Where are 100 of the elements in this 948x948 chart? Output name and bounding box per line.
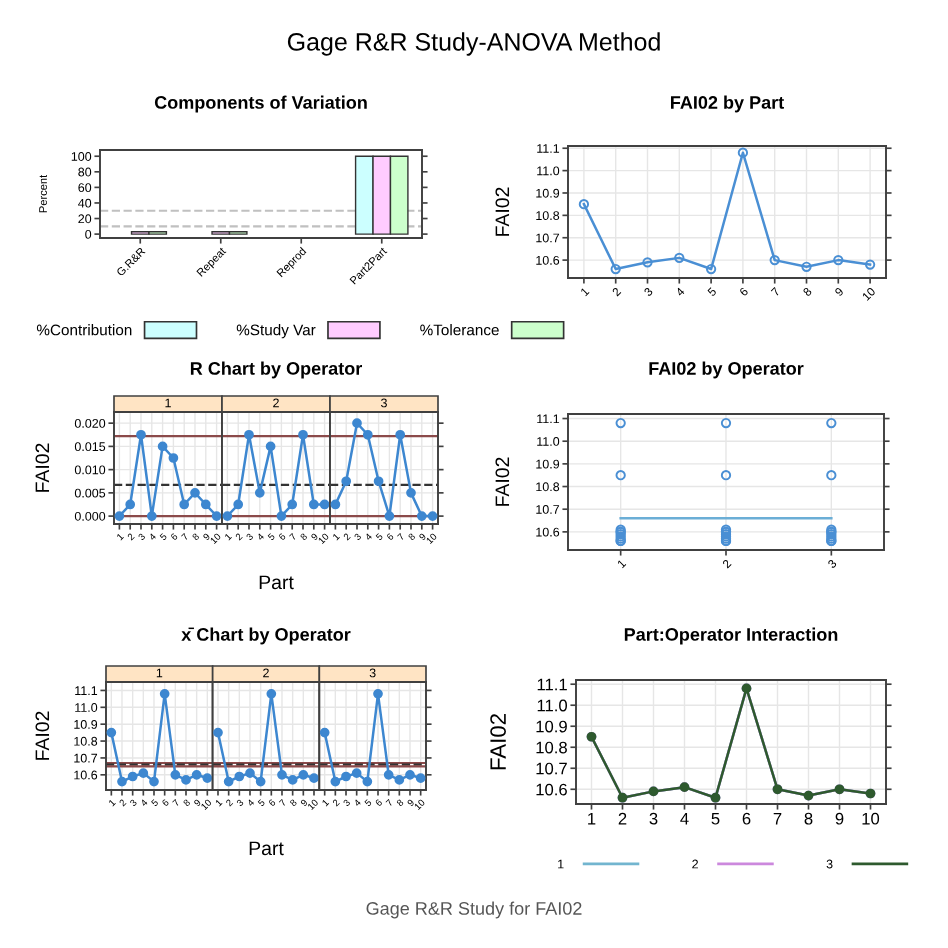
point (769, 254, 780, 266)
point (287, 775, 298, 785)
text: Gage R&R Study for FAI02 (366, 901, 582, 919)
point (276, 511, 287, 521)
point (833, 254, 844, 266)
point (384, 511, 395, 521)
point (610, 263, 621, 275)
point (864, 259, 876, 270)
point (125, 499, 136, 510)
point (245, 768, 255, 778)
point (114, 511, 125, 521)
chart-title: Part:Operator Interaction (624, 627, 838, 645)
point (737, 147, 749, 158)
point (642, 257, 653, 268)
point (117, 776, 127, 787)
x-tick-label: 3 (649, 812, 658, 825)
point (149, 776, 159, 787)
x-tick-label: 9 (835, 812, 844, 825)
y-axis-title: FAI02 (35, 711, 50, 760)
chart-title: Components of Variation (154, 95, 367, 113)
point (373, 688, 383, 699)
text: R Chart by Operator (190, 361, 363, 379)
point (202, 773, 213, 784)
point (157, 441, 168, 452)
point (168, 453, 179, 463)
y-axis-title: FAI02 (495, 187, 510, 236)
x-axis-title: Part (249, 841, 284, 856)
point (309, 773, 319, 784)
point (298, 429, 308, 440)
text: x̄ Chart by Operator (181, 627, 351, 645)
y-axis-title: FAI02 (490, 714, 506, 770)
y-tick-label: 11.1 (537, 678, 567, 691)
point (341, 771, 351, 782)
y-tick-label: 10.9 (536, 720, 567, 733)
point (352, 418, 362, 429)
point (244, 429, 254, 440)
point (146, 511, 157, 521)
text: Gage R&R Study-ANOVA Method (287, 32, 660, 56)
point (578, 199, 590, 210)
point (255, 776, 266, 787)
point (266, 688, 277, 699)
x-axis-title: Part (259, 575, 294, 590)
point (362, 429, 373, 440)
point (406, 488, 416, 498)
point (200, 499, 211, 510)
point (319, 727, 330, 738)
point (362, 776, 373, 787)
point (415, 773, 426, 784)
x-tick-label: 1 (588, 812, 596, 825)
point (159, 688, 170, 699)
point (136, 429, 146, 440)
x-tick-label: 8 (804, 812, 813, 825)
point (705, 263, 717, 275)
point (211, 511, 222, 521)
y-axis-title: FAI02 (35, 443, 50, 492)
point (427, 511, 438, 521)
point (179, 499, 190, 510)
point (138, 768, 149, 778)
point (265, 441, 276, 452)
x-tick-label: 7 (773, 812, 782, 825)
y-tick-label: 10.6 (536, 783, 567, 796)
point (234, 771, 245, 782)
point (373, 476, 384, 487)
x-tick-label: 4 (680, 812, 689, 825)
point (277, 769, 287, 780)
point (222, 511, 233, 521)
point (233, 499, 244, 510)
point (394, 775, 405, 785)
x-tick-label: 2 (618, 812, 627, 825)
point (181, 775, 191, 785)
point (191, 769, 202, 780)
point (298, 769, 309, 780)
point (674, 252, 685, 263)
point (190, 488, 200, 498)
x-tick-label: 5 (711, 812, 720, 825)
point (287, 499, 298, 510)
y-tick-label: 10.8 (536, 741, 567, 754)
point (395, 429, 406, 440)
point (383, 769, 394, 780)
chart-title: FAI02 by Operator (649, 361, 804, 379)
point (416, 511, 427, 521)
chart-title: FAI02 by Part (671, 95, 784, 113)
point (106, 727, 117, 738)
point (341, 476, 352, 487)
line-series (578, 147, 876, 275)
y-axis-title: FAI02 (495, 457, 510, 506)
point (330, 776, 341, 787)
point (405, 769, 415, 780)
y-tick-label: 11.0 (537, 699, 568, 712)
point (319, 499, 330, 510)
point (127, 771, 138, 782)
y-tick-label: 10.7 (536, 762, 567, 775)
point (330, 499, 341, 510)
point (213, 727, 223, 738)
point (254, 488, 265, 498)
point (308, 499, 319, 510)
point (170, 769, 181, 780)
point (801, 261, 812, 272)
x-tick-label: 10 (862, 812, 880, 825)
x-tick-label: 6 (742, 812, 751, 825)
